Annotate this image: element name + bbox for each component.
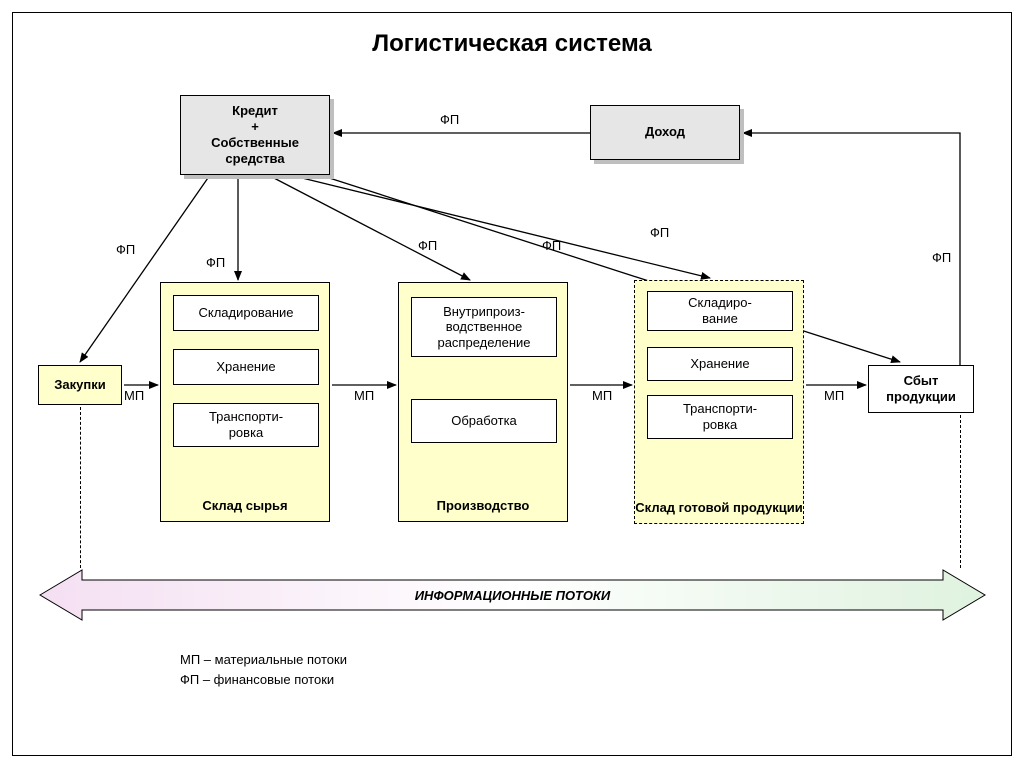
finished_store-label: Склад готовой продукции	[635, 500, 803, 515]
legend: МП – материальные потоки ФП – финансовые…	[180, 650, 347, 689]
edge-label-8: МП	[354, 388, 374, 403]
info-flows-bar: ИНФОРМАЦИОННЫЕ ПОТОКИ	[82, 580, 943, 610]
raw_store-sub-2: Транспорти-ровка	[173, 403, 319, 447]
production-container: Производство Внутрипроиз-водственноераспр…	[398, 282, 568, 522]
vdash-1	[960, 415, 961, 568]
raw_store-sub-1: Хранение	[173, 349, 319, 385]
edge-label-6: ФП	[650, 225, 669, 240]
edge-label-9: МП	[592, 388, 612, 403]
purchase-box: Закупки	[38, 365, 122, 405]
finished_store-sub-0: Складиро-вание	[647, 291, 793, 331]
finished_store-container: Склад готовой продукции Складиро-вание Хра…	[634, 280, 804, 524]
income-box: Доход	[590, 105, 740, 160]
legend-line-fp: ФП – финансовые потоки	[180, 670, 347, 690]
sales-box: Сбытпродукции	[868, 365, 974, 413]
vdash-0	[80, 407, 81, 568]
edge-label-3: ФП	[206, 255, 225, 270]
production-sub-0: Внутрипроиз-водственноераспределение	[411, 297, 557, 357]
legend-line-mp: МП – материальные потоки	[180, 650, 347, 670]
finished_store-sub-1: Хранение	[647, 347, 793, 381]
edge-label-5: ФП	[542, 238, 561, 253]
edge-label-10: МП	[824, 388, 844, 403]
raw_store-container: Склад сырья Складирование Хранение Транспор…	[160, 282, 330, 522]
diagram-title: Логистическая система	[0, 30, 1024, 58]
edge-label-2: ФП	[116, 242, 135, 257]
raw_store-label: Склад сырья	[161, 498, 329, 513]
finished_store-sub-2: Транспорти-ровка	[647, 395, 793, 439]
edge-label-7: МП	[124, 388, 144, 403]
edge-label-1: ФП	[932, 250, 951, 265]
edge-label-0: ФП	[440, 112, 459, 127]
credit-box: Кредит+Собственныесредства	[180, 95, 330, 175]
production-label: Производство	[399, 498, 567, 513]
raw_store-sub-0: Складирование	[173, 295, 319, 331]
edge-label-4: ФП	[418, 238, 437, 253]
production-sub-1: Обработка	[411, 399, 557, 443]
